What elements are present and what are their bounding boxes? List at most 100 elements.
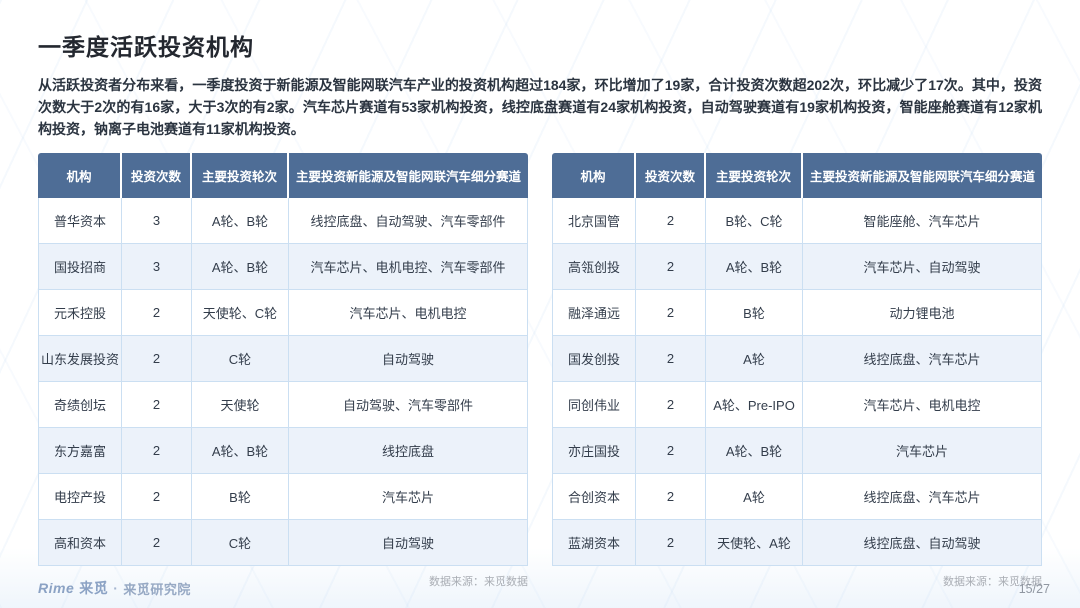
table-cell: 山东发展投资 [38,336,122,382]
table-row: 东方嘉富 2 A轮、B轮 线控底盘 [38,428,528,474]
table-cell: 2 [636,428,706,474]
table-cell: 2 [636,244,706,290]
table-cell: 智能座舱、汽车芯片 [803,198,1042,244]
table-cell: 普华资本 [38,198,122,244]
brand-logo-separator: · [113,580,119,596]
table-cell: B轮 [706,290,803,336]
table-header-row: 机构 投资次数 主要投资轮次 主要投资新能源及智能网联汽车细分赛道 [38,153,528,198]
table-cell: 3 [122,244,192,290]
header-institution: 机构 [552,153,636,198]
tables-row: 机构 投资次数 主要投资轮次 主要投资新能源及智能网联汽车细分赛道 普华资本 3 A… [38,153,1042,589]
header-investment-count: 投资次数 [636,153,706,198]
table-row: 亦庄国投 2 A轮、B轮 汽车芯片 [552,428,1042,474]
table-block-left: 机构 投资次数 主要投资轮次 主要投资新能源及智能网联汽车细分赛道 普华资本 3 A… [38,153,528,589]
table-cell: 2 [122,428,192,474]
table-cell: A轮、B轮 [192,244,289,290]
table-cell: 2 [636,198,706,244]
table-cell: A轮 [706,474,803,520]
header-investment-count: 投资次数 [122,153,192,198]
table-cell: 汽车芯片、电机电控、汽车零部件 [289,244,528,290]
table-cell: 融泽通远 [552,290,636,336]
table-cell: B轮 [192,474,289,520]
table-cell: 蓝湖资本 [552,520,636,566]
table-cell: 高和资本 [38,520,122,566]
table-cell: 线控底盘 [289,428,528,474]
table-cell: 北京国管 [552,198,636,244]
table-row: 高和资本 2 C轮 自动驾驶 [38,520,528,566]
investment-table-left: 机构 投资次数 主要投资轮次 主要投资新能源及智能网联汽车细分赛道 普华资本 3 A… [38,153,528,566]
table-row: 合创资本 2 A轮 线控底盘、汽车芯片 [552,474,1042,520]
table-cell: 自动驾驶 [289,520,528,566]
table-cell: 线控底盘、自动驾驶、汽车零部件 [289,198,528,244]
table-cell: B轮、C轮 [706,198,803,244]
table-cell: 3 [122,198,192,244]
slide: 一季度活跃投资机构 从活跃投资者分布来看，一季度投资于新能源及智能网联汽车产业的… [38,34,1042,589]
table-cell: 汽车芯片 [289,474,528,520]
header-institution: 机构 [38,153,122,198]
table-cell: 2 [122,290,192,336]
table-row: 北京国管 2 B轮、C轮 智能座舱、汽车芯片 [552,198,1042,244]
table-cell: A轮、B轮 [192,198,289,244]
table-cell: 2 [636,474,706,520]
table-row: 国投招商 3 A轮、B轮 汽车芯片、电机电控、汽车零部件 [38,244,528,290]
table-header: 机构 投资次数 主要投资轮次 主要投资新能源及智能网联汽车细分赛道 [552,153,1042,198]
brand-logo-org: 来觅研究院 [123,581,191,597]
table-cell: A轮 [706,336,803,382]
page-number: 15/27 [1018,582,1050,596]
table-cell: 汽车芯片 [803,428,1042,474]
table-row: 电控产投 2 B轮 汽车芯片 [38,474,528,520]
table-row: 同创伟业 2 A轮、Pre-IPO 汽车芯片、电机电控 [552,382,1042,428]
table-row: 山东发展投资 2 C轮 自动驾驶 [38,336,528,382]
table-cell: C轮 [192,336,289,382]
table-cell: 天使轮 [192,382,289,428]
table-cell: A轮、B轮 [706,428,803,474]
header-rounds: 主要投资轮次 [192,153,289,198]
table-cell: A轮、Pre-IPO [706,382,803,428]
table-cell: 国投招商 [38,244,122,290]
table-header: 机构 投资次数 主要投资轮次 主要投资新能源及智能网联汽车细分赛道 [38,153,528,198]
table-cell: 汽车芯片、自动驾驶 [803,244,1042,290]
table-cell: 自动驾驶 [289,336,528,382]
table-cell: 高瓴创投 [552,244,636,290]
table-body-left: 普华资本 3 A轮、B轮 线控底盘、自动驾驶、汽车零部件 国投招商 3 A轮、B轮 汽车芯片、… [38,198,528,566]
table-cell: 2 [122,336,192,382]
table-row: 国发创投 2 A轮 线控底盘、汽车芯片 [552,336,1042,382]
table-cell: 2 [122,474,192,520]
table-cell: 线控底盘、自动驾驶 [803,520,1042,566]
table-cell: 汽车芯片、电机电控 [289,290,528,336]
brand-logo-rime: Rime [38,580,75,596]
table-cell: 汽车芯片、电机电控 [803,382,1042,428]
brand-logo-cn: 来觅 [79,580,109,596]
table-cell: 2 [636,290,706,336]
table-cell: 2 [636,382,706,428]
table-cell: C轮 [192,520,289,566]
table-cell: 天使轮、A轮 [706,520,803,566]
table-cell: 国发创投 [552,336,636,382]
table-body-right: 北京国管 2 B轮、C轮 智能座舱、汽车芯片 高瓴创投 2 A轮、B轮 汽车芯片、自动驾驶 融泽… [552,198,1042,566]
header-rounds: 主要投资轮次 [706,153,803,198]
table-cell: 2 [636,336,706,382]
table-cell: 元禾控股 [38,290,122,336]
investment-table-right: 机构 投资次数 主要投资轮次 主要投资新能源及智能网联汽车细分赛道 北京国管 2 B… [552,153,1042,566]
table-row: 普华资本 3 A轮、B轮 线控底盘、自动驾驶、汽车零部件 [38,198,528,244]
table-cell: 2 [636,520,706,566]
table-row: 融泽通远 2 B轮 动力锂电池 [552,290,1042,336]
table-cell: 东方嘉富 [38,428,122,474]
table-cell: 电控产投 [38,474,122,520]
table-cell: 亦庄国投 [552,428,636,474]
table-cell: A轮、B轮 [706,244,803,290]
table-row: 高瓴创投 2 A轮、B轮 汽车芯片、自动驾驶 [552,244,1042,290]
table-cell: 自动驾驶、汽车零部件 [289,382,528,428]
table-row: 元禾控股 2 天使轮、C轮 汽车芯片、电机电控 [38,290,528,336]
page-title: 一季度活跃投资机构 [38,34,254,60]
table-cell: 天使轮、C轮 [192,290,289,336]
table-cell: 线控底盘、汽车芯片 [803,474,1042,520]
source-note-right: 数据来源：来觅数据 [943,576,1042,588]
header-segments: 主要投资新能源及智能网联汽车细分赛道 [289,153,528,198]
table-cell: 奇绩创坛 [38,382,122,428]
table-row: 蓝湖资本 2 天使轮、A轮 线控底盘、自动驾驶 [552,520,1042,566]
table-cell: 2 [122,520,192,566]
table-cell: 2 [122,382,192,428]
table-block-right: 机构 投资次数 主要投资轮次 主要投资新能源及智能网联汽车细分赛道 北京国管 2 B… [552,153,1042,589]
intro-paragraph: 从活跃投资者分布来看，一季度投资于新能源及智能网联汽车产业的投资机构超过184家… [38,77,1042,137]
